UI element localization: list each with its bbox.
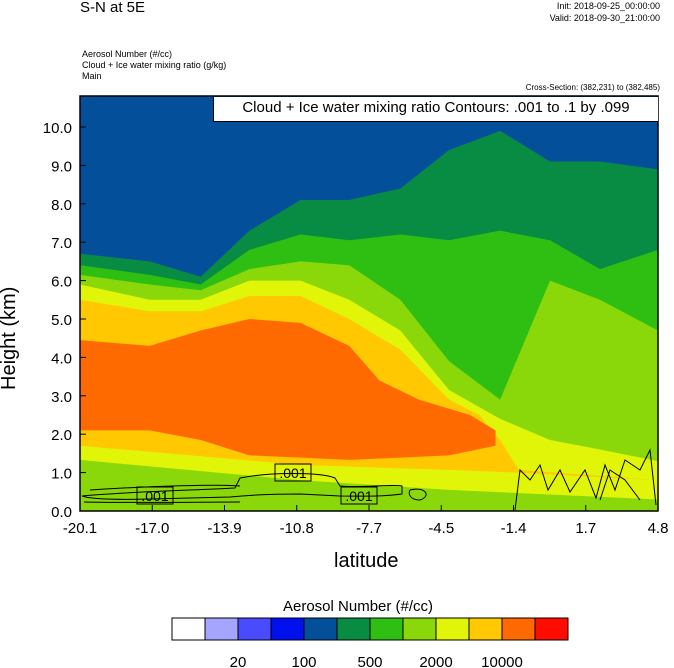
- valid-time: Valid: 2018-09-30_21:00:00: [549, 13, 660, 23]
- y-tick-label: 7.0: [51, 235, 72, 252]
- field-line-3: Main: [82, 71, 102, 81]
- contour-info-label: Cloud + Ice water mixing ratio Contours:…: [213, 97, 658, 122]
- colorbar-label: 10000: [481, 654, 523, 668]
- x-axis-label: latitude: [334, 550, 399, 572]
- contour-fill-level-5: [80, 319, 496, 460]
- colorbar-title: Aerosol Number (#/cc): [283, 598, 434, 615]
- x-tick-label: -7.7: [356, 520, 382, 537]
- contour-label-box: [340, 486, 378, 505]
- contour-value-label: .001: [279, 465, 306, 481]
- y-tick-label: 4.0: [51, 350, 72, 367]
- y-tick-label: 3.0: [51, 389, 72, 406]
- y-tick-label: 2.0: [51, 427, 72, 444]
- x-tick-label: -17.0: [135, 520, 169, 537]
- y-tick-label: 10.0: [43, 120, 72, 137]
- field-line-1: Aerosol Number (#/cc): [82, 49, 173, 59]
- y-tick-label: 6.0: [51, 274, 72, 291]
- colorbar-label: 100: [291, 654, 316, 668]
- colorbar-swatch: [237, 617, 272, 641]
- colorbar-label: 2000: [419, 654, 452, 668]
- colorbar-label: 20: [230, 654, 247, 668]
- contour-value-label: .001: [345, 488, 372, 504]
- cross-section-label: Cross-Section: (382,231) to (382,485): [525, 83, 660, 92]
- colorbar-swatch: [501, 617, 536, 641]
- colorbar-swatch: [270, 617, 305, 641]
- cloud-contour-line: [514, 448, 657, 511]
- y-tick-label: 0.0: [51, 504, 72, 521]
- filled-field: [80, 96, 658, 511]
- cloud-contour-line: [83, 484, 427, 503]
- cloud-contour-line: [81, 473, 403, 500]
- x-tick-label: -20.1: [63, 520, 97, 537]
- colorbar-label: 500: [357, 654, 382, 668]
- y-tick-label: 9.0: [51, 158, 72, 175]
- init-time: Init: 2018-09-25_00:00:00: [556, 1, 660, 11]
- x-tick-label: 1.7: [575, 520, 596, 537]
- y-tick-label: 5.0: [51, 312, 72, 329]
- colorbar-swatch: [303, 617, 338, 641]
- x-tick-label: -13.9: [207, 520, 241, 537]
- contour-value-label: .001: [141, 488, 168, 504]
- y-tick-label: 8.0: [51, 197, 72, 214]
- colorbar-swatch: [204, 617, 239, 641]
- x-tick-label: -1.4: [501, 520, 527, 537]
- colorbar-swatch: [402, 617, 437, 641]
- colorbar-swatch: [171, 617, 206, 641]
- plot-title: S-N at 5E: [80, 0, 146, 16]
- field-line-2: Cloud + Ice water mixing ratio (g/kg): [82, 60, 227, 70]
- colorbar-swatch: [435, 617, 470, 641]
- x-tick-label: 4.8: [648, 520, 669, 537]
- colorbar-swatch: [534, 617, 569, 641]
- colorbar-swatch: [468, 617, 503, 641]
- y-tick-label: 1.0: [51, 466, 72, 483]
- contour-label-box: [274, 463, 312, 482]
- colorbar-swatch: [336, 617, 371, 641]
- contour-label-box: [136, 486, 174, 505]
- x-tick-label: -10.8: [280, 520, 314, 537]
- colorbar-swatch: [369, 617, 404, 641]
- x-tick-label: -4.5: [428, 520, 454, 537]
- y-axis-label: Height (km): [0, 286, 20, 390]
